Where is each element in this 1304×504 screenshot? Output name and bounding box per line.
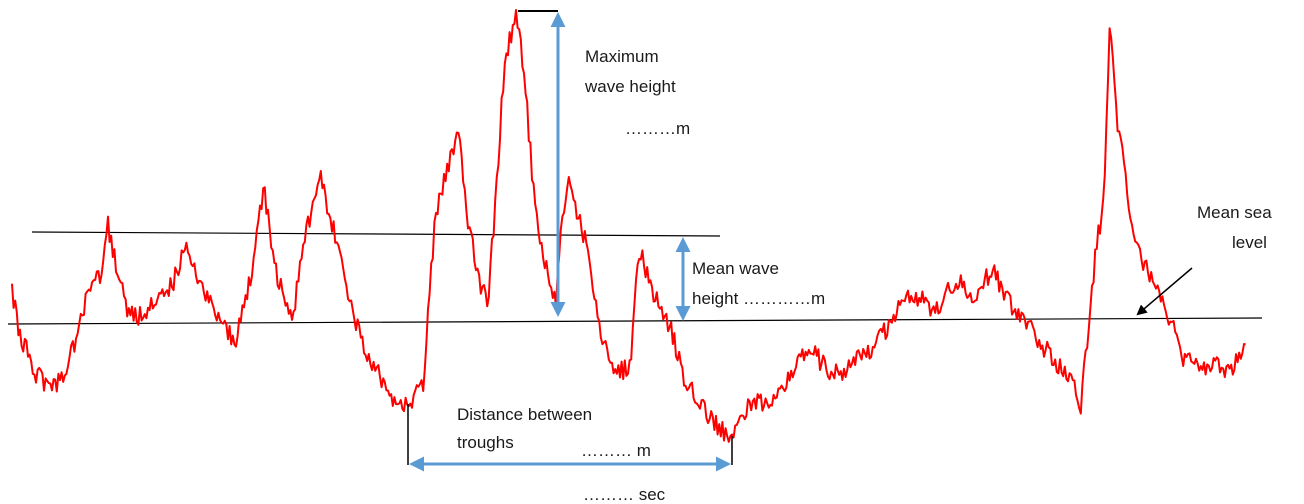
troughs-label-2: troughs (457, 433, 514, 452)
mean-crest-line (31, 231, 721, 237)
mean-wave-label-1: Mean wave (692, 259, 779, 278)
troughs-distance-value: ……… m (581, 441, 651, 460)
max-wave-label-2: wave height (584, 77, 676, 96)
mean-sea-level-label-2: level (1232, 233, 1267, 252)
wave-trace (11, 9, 1246, 443)
troughs-label-1: Distance between (457, 405, 592, 424)
max-wave-label-1: Maximum (585, 47, 659, 66)
mean-sea-level-pointer (1136, 267, 1193, 316)
mean-sea-level-line (7, 317, 1263, 325)
mean-wave-label-2: height …………m (692, 289, 825, 308)
max-wave-value: ………m (625, 119, 690, 138)
mean-sea-level-label-1: Mean sea (1197, 203, 1272, 222)
troughs-time-value: ……… sec (583, 485, 666, 504)
